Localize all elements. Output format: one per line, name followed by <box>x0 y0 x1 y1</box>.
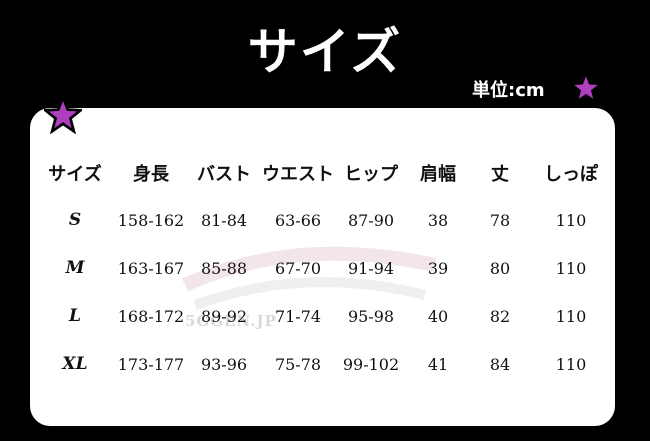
measure-cell: 91-94 <box>347 258 395 278</box>
measure-cell: 93-96 <box>200 354 248 374</box>
column-header: 丈 <box>491 164 509 185</box>
measure-cell: 85-88 <box>200 258 248 278</box>
measure-cell: 82 <box>489 306 511 326</box>
column-header: 肩幅 <box>420 164 456 185</box>
star-icon <box>44 96 82 134</box>
column-header: しっぽ <box>544 164 598 185</box>
measure-cell: 78 <box>489 210 511 230</box>
measure-cell: 158-162 <box>117 210 185 230</box>
measure-cell: 87-90 <box>347 210 395 230</box>
measure-cell: 80 <box>489 258 511 278</box>
size-cell: M <box>65 258 85 278</box>
column-header: バスト <box>197 164 251 185</box>
measure-cell: 39 <box>427 258 449 278</box>
measure-cell: 63-66 <box>274 210 322 230</box>
column-header: ウエスト <box>262 164 334 185</box>
size-row: M 163-167 85-88 67-70 91-94 39 80 110 <box>38 244 614 292</box>
measure-cell: 40 <box>427 306 449 326</box>
size-table: サイズ 身長 バスト ウエスト ヒップ 肩幅 丈 しっぽ S 158-162 81-84 63-66 8… <box>38 150 614 388</box>
measure-cell: 110 <box>555 258 587 278</box>
column-header: サイズ <box>48 164 102 185</box>
measure-cell: 89-92 <box>200 306 248 326</box>
measure-cell: 110 <box>555 210 587 230</box>
measure-cell: 75-78 <box>274 354 322 374</box>
title: サイズ <box>247 23 403 81</box>
size-cell: L <box>69 306 81 326</box>
measure-cell: 99-102 <box>342 354 400 374</box>
measure-cell: 95-98 <box>347 306 395 326</box>
size-cell: S <box>68 210 82 230</box>
watermark-logo <box>182 246 437 310</box>
size-row: L 168-172 89-92 71-74 95-98 40 82 110 <box>38 292 614 340</box>
measure-cell: 110 <box>555 306 587 326</box>
measure-cell: 168-172 <box>117 306 185 326</box>
measure-cell: 71-74 <box>274 306 322 326</box>
unit-label: 単位:cm <box>472 80 545 101</box>
measure-cell: 81-84 <box>200 210 248 230</box>
measure-cell: 38 <box>427 210 449 230</box>
column-header: 身長 <box>133 164 169 185</box>
measure-cell: 173-177 <box>117 354 185 374</box>
size-row: XL 173-177 93-96 75-78 99-102 41 84 110 <box>38 340 614 388</box>
star-icon <box>572 74 600 102</box>
measure-cell: 110 <box>555 354 587 374</box>
measure-cell: 163-167 <box>117 258 185 278</box>
measure-cell: 41 <box>427 354 449 374</box>
watermark: 5GGEN.JP <box>185 312 277 330</box>
size-cell: XL <box>62 354 88 374</box>
measure-cell: 67-70 <box>274 258 322 278</box>
header-row: サイズ 身長 バスト ウエスト ヒップ 肩幅 丈 しっぽ <box>38 150 614 196</box>
column-header: ヒップ <box>344 164 398 185</box>
size-row: S 158-162 81-84 63-66 87-90 38 78 110 <box>38 196 614 244</box>
size-panel <box>30 108 615 426</box>
measure-cell: 84 <box>489 354 511 374</box>
